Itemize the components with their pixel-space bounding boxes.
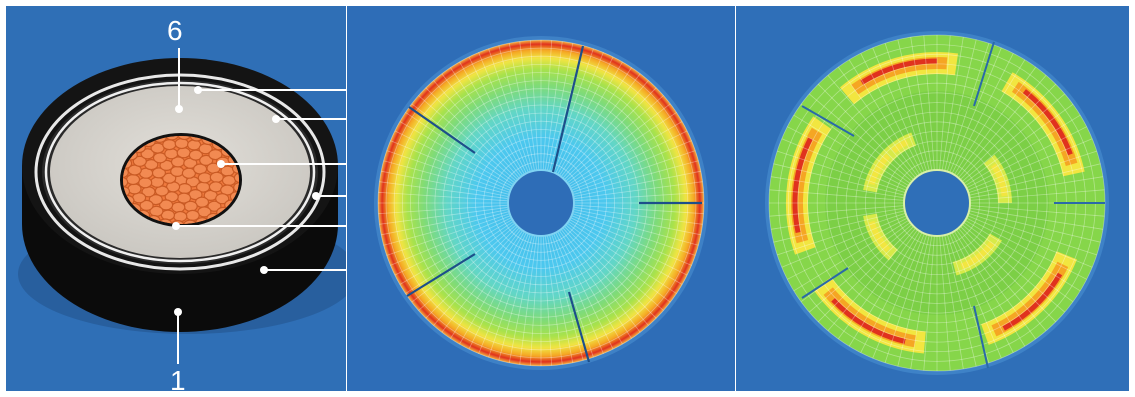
leader-dots [172,86,320,316]
field-simulation-segmented-panel [736,6,1129,391]
center-hole [903,169,971,237]
center-hole [507,169,575,237]
field-simulation-uniform-svg [374,36,708,370]
callout-label-1: 1 [170,365,186,391]
cable-cross-section-panel: 6 1 [6,6,346,391]
hotspot-arcs [785,52,1085,354]
mesh-grid [377,39,705,367]
callout-label-6: 6 [167,15,183,46]
leader-lines [176,48,346,364]
crack-lines [406,45,702,363]
field-simulation-segmented-svg [765,31,1109,375]
crack-lines [801,41,1105,369]
field-simulation-uniform-panel [347,6,735,391]
cable-cross-section-svg: 6 1 [18,15,346,391]
